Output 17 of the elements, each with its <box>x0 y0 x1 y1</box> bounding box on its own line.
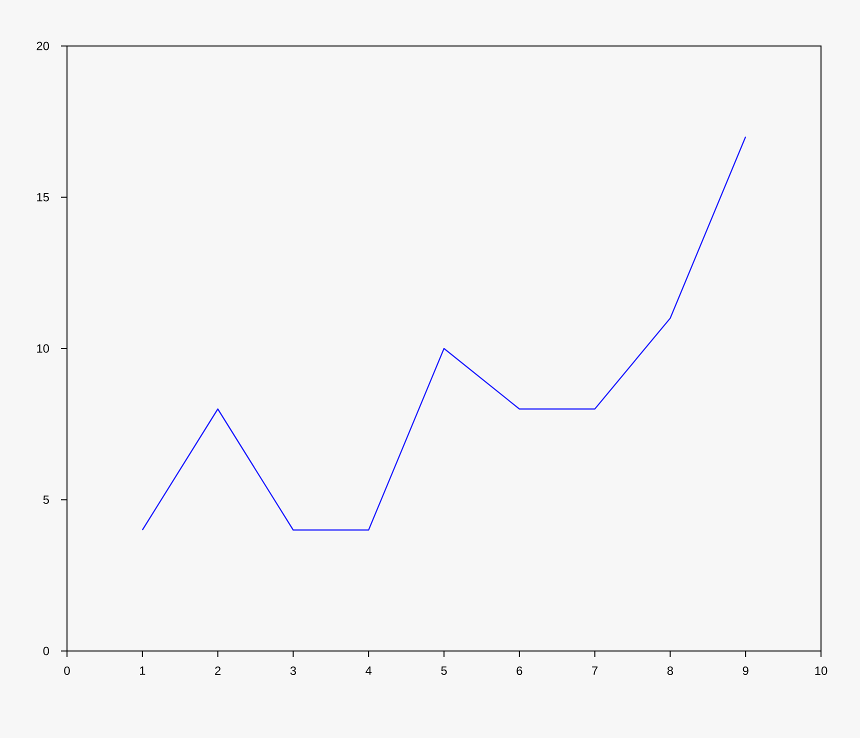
x-tick-label: 7 <box>592 666 598 675</box>
x-tick-label: 10 <box>815 666 828 675</box>
x-tick-label: 4 <box>366 666 372 675</box>
y-tick-label: 10 <box>37 344 50 353</box>
y-tick-label: 5 <box>43 496 49 504</box>
x-tick-label: 3 <box>290 666 296 675</box>
x-tick-label: 1 <box>140 666 146 675</box>
x-tick-label: 9 <box>742 666 748 675</box>
y-tick-label: 0 <box>43 646 50 656</box>
x-tick-label: 2 <box>215 666 221 675</box>
y-tick-label: 15 <box>37 193 49 202</box>
y-tick-label: 20 <box>36 42 50 50</box>
x-tick-label: 8 <box>667 666 674 675</box>
x-tick-label: 5 <box>441 666 447 675</box>
x-tick-label: 6 <box>516 666 522 675</box>
x-tick-label: 0 <box>64 666 70 675</box>
line-series <box>142 136 746 531</box>
